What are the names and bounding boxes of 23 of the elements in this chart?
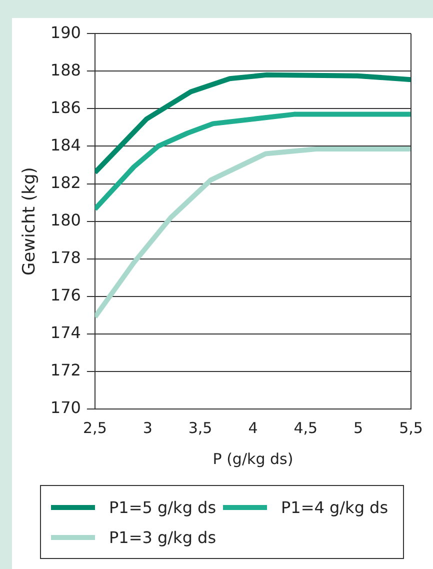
x-tick-label: 4 xyxy=(248,418,258,437)
y-tick-label: 184 xyxy=(50,135,81,154)
x-tick-label: 5 xyxy=(354,418,364,437)
y-tick-label: 180 xyxy=(50,210,81,230)
legend-label: P1=5 g/kg ds xyxy=(109,498,216,516)
y-tick-label: 172 xyxy=(50,360,81,380)
y-tick-label: 188 xyxy=(50,60,81,80)
y-tick-label: 170 xyxy=(50,398,81,418)
y-tick-label: 176 xyxy=(50,286,81,305)
x-tick-label: 2,5 xyxy=(83,418,107,437)
x-tick-label: 3,5 xyxy=(188,418,212,437)
x-tick-label: 3 xyxy=(142,418,152,437)
y-axis-title: Gewicht (kg) xyxy=(20,167,40,276)
x-axis-title: P (g/kg ds) xyxy=(212,450,294,468)
legend-label: P1=3 g/kg ds xyxy=(109,528,216,546)
y-tick-label: 182 xyxy=(50,172,81,192)
y-tick-label: 178 xyxy=(50,248,81,267)
y-tick-label: 186 xyxy=(50,98,81,117)
x-tick-label: 5,5 xyxy=(399,418,423,437)
legend-label: P1=4 g/kg ds xyxy=(281,498,388,516)
y-tick-label: 174 xyxy=(50,323,81,342)
x-tick-label: 4,5 xyxy=(294,418,318,437)
y-tick-label: 190 xyxy=(50,22,81,42)
